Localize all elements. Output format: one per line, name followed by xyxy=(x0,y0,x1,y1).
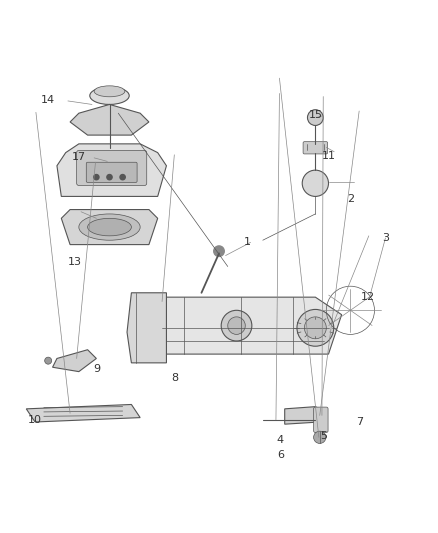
Text: 13: 13 xyxy=(67,257,81,267)
Circle shape xyxy=(214,246,224,256)
Text: 3: 3 xyxy=(382,233,389,243)
Polygon shape xyxy=(57,144,166,197)
Text: 10: 10 xyxy=(28,415,42,425)
Text: 12: 12 xyxy=(361,292,375,302)
Text: 9: 9 xyxy=(93,365,100,374)
Circle shape xyxy=(94,174,99,180)
FancyBboxPatch shape xyxy=(314,407,328,432)
Text: 14: 14 xyxy=(41,95,55,105)
Text: 17: 17 xyxy=(72,152,86,162)
FancyBboxPatch shape xyxy=(77,150,147,185)
Polygon shape xyxy=(70,104,149,135)
Text: 11: 11 xyxy=(321,151,336,161)
Polygon shape xyxy=(26,405,140,422)
Polygon shape xyxy=(153,297,342,354)
Text: 6: 6 xyxy=(277,450,284,460)
Circle shape xyxy=(120,174,125,180)
Circle shape xyxy=(221,310,252,341)
Text: 8: 8 xyxy=(172,373,179,383)
Polygon shape xyxy=(53,350,96,372)
Text: 1: 1 xyxy=(244,237,251,247)
Text: 4: 4 xyxy=(277,434,284,445)
Circle shape xyxy=(228,317,245,334)
FancyBboxPatch shape xyxy=(86,162,137,182)
Polygon shape xyxy=(61,209,158,245)
Circle shape xyxy=(107,174,112,180)
Text: 2: 2 xyxy=(347,193,354,204)
Circle shape xyxy=(302,170,328,197)
Circle shape xyxy=(307,110,323,125)
Polygon shape xyxy=(127,293,166,363)
Circle shape xyxy=(304,317,326,339)
Text: 7: 7 xyxy=(356,417,363,427)
Text: 15: 15 xyxy=(308,110,322,120)
Text: 5: 5 xyxy=(321,431,328,441)
Polygon shape xyxy=(285,407,320,424)
Circle shape xyxy=(45,357,52,364)
Circle shape xyxy=(314,431,326,443)
Ellipse shape xyxy=(94,86,125,97)
FancyBboxPatch shape xyxy=(303,142,328,154)
Circle shape xyxy=(297,310,334,346)
Ellipse shape xyxy=(88,219,131,236)
Ellipse shape xyxy=(90,87,129,104)
Ellipse shape xyxy=(79,214,140,240)
